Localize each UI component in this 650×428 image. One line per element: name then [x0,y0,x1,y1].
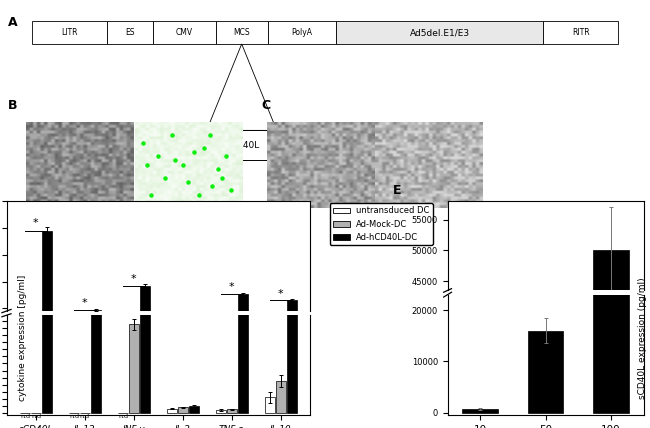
Bar [107,21,153,44]
Point [153,153,163,160]
Bar [276,334,286,335]
Point [194,191,204,198]
Bar [32,21,107,44]
Bar [337,21,543,44]
Text: *: * [229,282,235,292]
Point [220,153,231,160]
Bar [91,310,101,335]
Bar [227,410,237,413]
Bar [543,21,618,44]
Bar [216,410,226,413]
Bar [188,406,198,413]
Text: *: * [278,289,283,299]
Text: A: A [8,16,18,29]
Point [138,140,148,147]
Text: hCD40L: hCD40L [224,140,259,149]
Point [213,166,224,172]
Text: C: C [261,99,270,112]
Bar [276,381,286,413]
Polygon shape [207,44,277,131]
Text: n.d: n.d [20,414,30,419]
Bar [129,332,139,335]
Point [207,183,217,190]
Bar [178,407,188,413]
Text: B: B [8,99,18,112]
Text: MCS: MCS [233,28,250,37]
Text: n.d: n.d [118,414,128,419]
Text: PolyA: PolyA [291,28,313,37]
Bar [287,0,296,413]
Bar [210,131,274,160]
Point [204,131,214,138]
Bar [528,330,564,413]
Bar [42,231,51,335]
Text: CMV: CMV [176,28,193,37]
Bar [238,294,248,335]
Text: ES: ES [125,28,135,37]
Point [170,157,181,164]
Bar [140,285,150,335]
Point [188,149,199,155]
Text: cytokine expression [pg/ml]: cytokine expression [pg/ml] [18,275,27,401]
Bar [265,398,275,413]
Text: *: * [33,218,39,228]
Point [217,174,228,181]
Bar [91,0,101,413]
Point [142,161,153,168]
Bar [167,409,177,413]
Bar [129,324,139,413]
Text: *: * [82,298,88,309]
Bar [216,21,268,44]
Bar [238,0,248,413]
Point [226,187,237,194]
Legend: untransduced DC, Ad-Mock-DC, Ad-hCD40L-DC: untransduced DC, Ad-Mock-DC, Ad-hCD40L-D… [330,203,433,245]
Text: Ad5del.E1/E3: Ad5del.E1/E3 [410,28,470,37]
Point [177,161,188,168]
Bar [287,300,296,335]
Bar [593,250,629,428]
Text: sCD40L expression (pg/ml): sCD40L expression (pg/ml) [638,277,647,399]
Point [159,174,170,181]
Text: *: * [131,274,136,284]
Point [199,144,209,151]
Bar [462,409,498,413]
Text: n.d: n.d [31,414,41,419]
Bar [153,21,216,44]
Point [183,178,194,185]
Bar [593,156,629,413]
Point [167,131,177,138]
Text: n.d: n.d [80,414,90,419]
Bar [42,0,51,413]
Text: n.d: n.d [69,414,79,419]
Text: RITR: RITR [572,28,590,37]
Point [146,191,156,198]
Bar [140,0,150,413]
Bar [268,21,337,44]
Text: LITR: LITR [61,28,77,37]
Text: E: E [393,184,401,197]
